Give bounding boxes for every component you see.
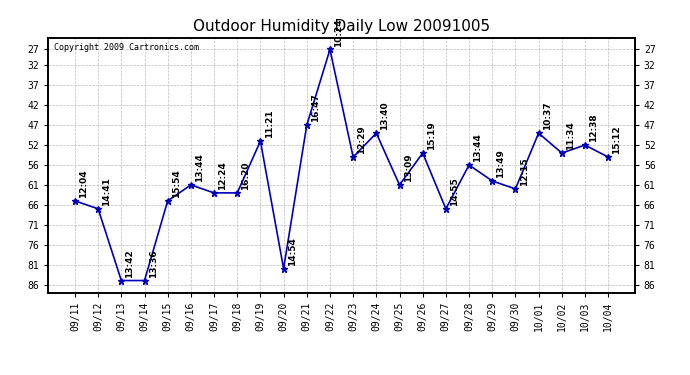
Text: 12:15: 12:15: [520, 158, 529, 186]
Text: 12:24: 12:24: [218, 161, 227, 190]
Text: 12:38: 12:38: [589, 114, 598, 142]
Text: 13:49: 13:49: [496, 149, 505, 178]
Text: 15:19: 15:19: [427, 122, 436, 150]
Text: 13:09: 13:09: [404, 153, 413, 182]
Text: 14:55: 14:55: [450, 177, 459, 206]
Text: 13:42: 13:42: [126, 249, 135, 278]
Text: 14:54: 14:54: [288, 237, 297, 266]
Text: 13:44: 13:44: [473, 134, 482, 162]
Text: 12:04: 12:04: [79, 170, 88, 198]
Text: 13:36: 13:36: [148, 249, 158, 278]
Text: 11:34: 11:34: [566, 122, 575, 150]
Text: 15:12: 15:12: [612, 126, 621, 154]
Text: 15:54: 15:54: [172, 170, 181, 198]
Text: 16:20: 16:20: [241, 162, 250, 190]
Text: 16:47: 16:47: [311, 93, 320, 122]
Text: 10:24: 10:24: [334, 18, 343, 46]
Text: 14:41: 14:41: [102, 177, 111, 206]
Text: 13:44: 13:44: [195, 153, 204, 182]
Text: 13:40: 13:40: [380, 102, 389, 130]
Title: Outdoor Humidity Daily Low 20091005: Outdoor Humidity Daily Low 20091005: [193, 18, 490, 33]
Text: 11:21: 11:21: [264, 110, 273, 138]
Text: 10:37: 10:37: [543, 102, 552, 130]
Text: Copyright 2009 Cartronics.com: Copyright 2009 Cartronics.com: [55, 43, 199, 52]
Text: 12:29: 12:29: [357, 126, 366, 154]
